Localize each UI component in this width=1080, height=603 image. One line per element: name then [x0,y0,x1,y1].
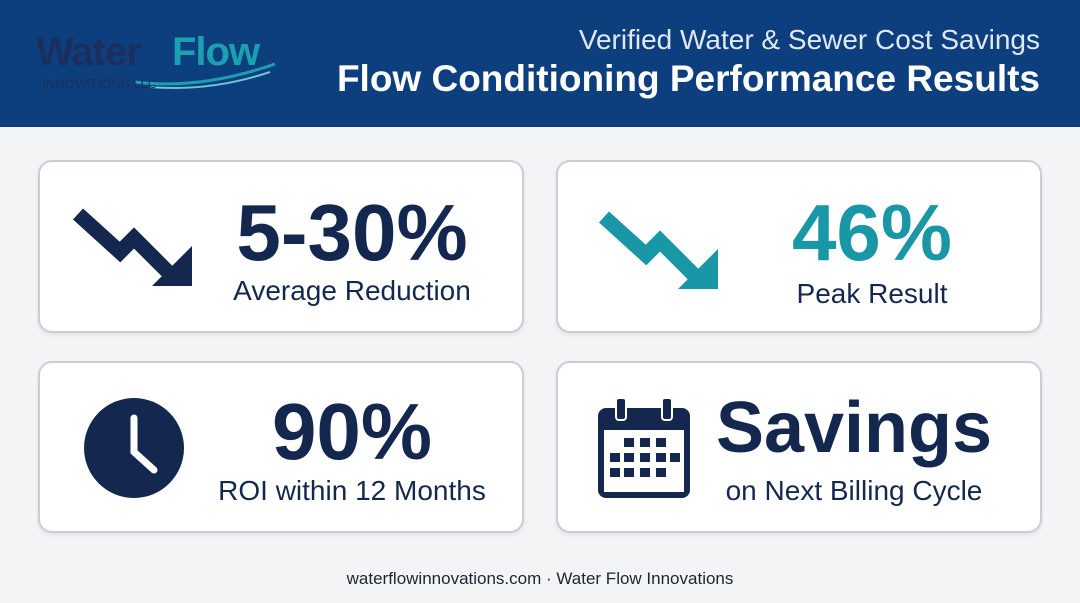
stat-headline: 5-30% [236,188,468,277]
title: Flow Conditioning Performance Results [336,58,1040,99]
stat-caption: on Next Billing Cycle [725,475,983,506]
down-trend-icon [598,211,718,289]
logo-word: Flow [172,30,260,74]
footer: waterflowinnovations.com · Water Flow In… [346,569,734,588]
logo-tagline: INNOVATIONS LLC [42,76,158,91]
calendar-icon [598,397,690,498]
header-bar: Water Flow INNOVATIONS LLC Verified Wate… [0,0,1080,127]
stat-card [38,361,524,533]
down-trend-icon [72,208,192,286]
stat-caption: Average Reduction [233,275,471,306]
logo-waves [134,62,276,89]
stat-headline: 90% [271,387,433,476]
subtitle: Verified Water & Sewer Cost Savings [578,24,1040,55]
stat-headline: 46% [791,188,953,277]
stat-caption: Peak Result [796,278,948,309]
stat-caption: ROI within 12 Months [218,475,486,506]
stat-headline: Savings [715,388,993,468]
logo-word: Water [36,30,142,74]
stat-card [556,361,1042,533]
clock-icon [84,398,184,498]
